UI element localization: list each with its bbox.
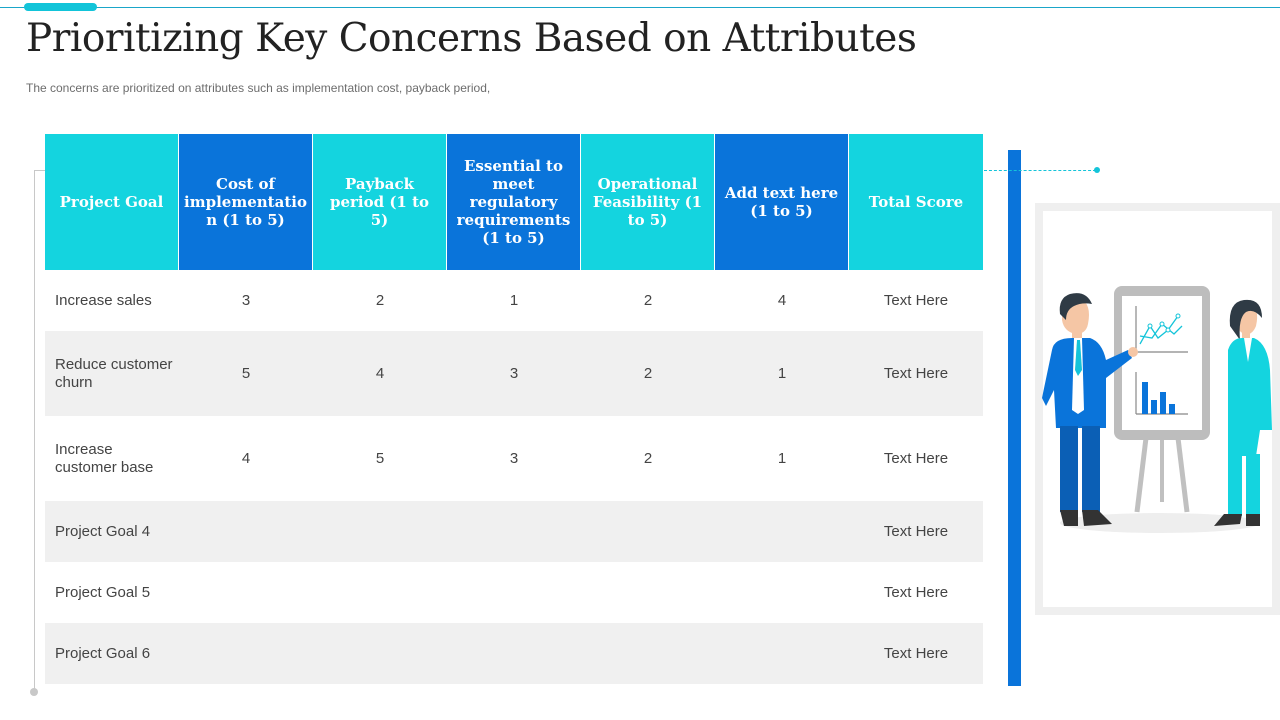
row-value-cell: 1	[509, 292, 519, 309]
row-value-cell: 4	[375, 365, 385, 382]
row-value-cell: 4	[241, 450, 251, 467]
header-project-goal: Project Goal	[45, 134, 179, 270]
row-value-cell: 1	[777, 450, 787, 467]
row-total-cell: Text Here	[883, 365, 949, 382]
header-add-text: Add text here (1 to 5)	[715, 134, 849, 270]
row-value-cell: 2	[375, 292, 385, 309]
table-row: Project Goal 5 Text Here	[45, 562, 983, 623]
vertical-accent-bar	[1008, 150, 1021, 686]
row-total-cell: Text Here	[883, 523, 949, 540]
row-total-cell: Text Here	[883, 292, 949, 309]
top-accent-pill	[24, 3, 97, 11]
table-row: Reduce customer churn 5 4 3 2 1 Text Her…	[45, 331, 983, 416]
header-payback: Payback period (1 to 5)	[313, 134, 447, 270]
table-row: Increase customer base 4 5 3 2 1 Text He…	[45, 416, 983, 501]
row-value-cell: 3	[241, 292, 251, 309]
row-value-cell: 2	[643, 292, 653, 309]
table-header-row: Project Goal Cost of implementatio n (1 …	[45, 134, 983, 270]
dashed-connector-line	[984, 170, 1096, 171]
table-row: Increase sales 3 2 1 2 4 Text Here	[45, 270, 983, 331]
row-goal-cell: Project Goal 5	[55, 583, 151, 601]
row-value-cell: 5	[241, 365, 251, 382]
dashed-connector-dot	[1094, 167, 1100, 173]
table-row: Project Goal 4 Text Here	[45, 501, 983, 562]
row-value-cell: 1	[777, 365, 787, 382]
row-goal-cell: Increase customer base	[55, 440, 154, 476]
header-cost: Cost of implementatio n (1 to 5)	[179, 134, 313, 270]
left-connector-line	[34, 170, 35, 692]
page-subtitle: The concerns are prioritized on attribut…	[26, 81, 491, 95]
row-total-cell: Text Here	[883, 584, 949, 601]
priority-table: Project Goal Cost of implementatio n (1 …	[45, 134, 983, 684]
header-regulatory: Essential to meet regulatory requirement…	[447, 134, 581, 270]
table-row: Project Goal 6 Text Here	[45, 623, 983, 684]
row-value-cell: 2	[643, 365, 653, 382]
row-goal-cell: Project Goal 6	[55, 644, 151, 662]
header-feasibility: Operational Feasibility (1 to 5)	[581, 134, 715, 270]
row-goal-cell: Project Goal 4	[55, 522, 151, 540]
left-connector-tick	[34, 170, 46, 171]
row-value-cell: 3	[509, 450, 519, 467]
header-total-score: Total Score	[849, 134, 983, 270]
row-value-cell: 2	[643, 450, 653, 467]
row-value-cell: 4	[777, 292, 787, 309]
row-value-cell: 5	[375, 450, 385, 467]
top-divider-line	[0, 7, 1280, 8]
page-title: Prioritizing Key Concerns Based on Attri…	[26, 16, 917, 61]
left-connector-dot	[30, 688, 38, 696]
row-value-cell: 3	[509, 365, 519, 382]
row-goal-cell: Increase sales	[55, 291, 152, 309]
row-total-cell: Text Here	[883, 645, 949, 662]
presentation-illustration-icon	[1042, 286, 1272, 533]
row-total-cell: Text Here	[883, 450, 949, 467]
row-goal-cell: Reduce customer churn	[55, 355, 173, 391]
